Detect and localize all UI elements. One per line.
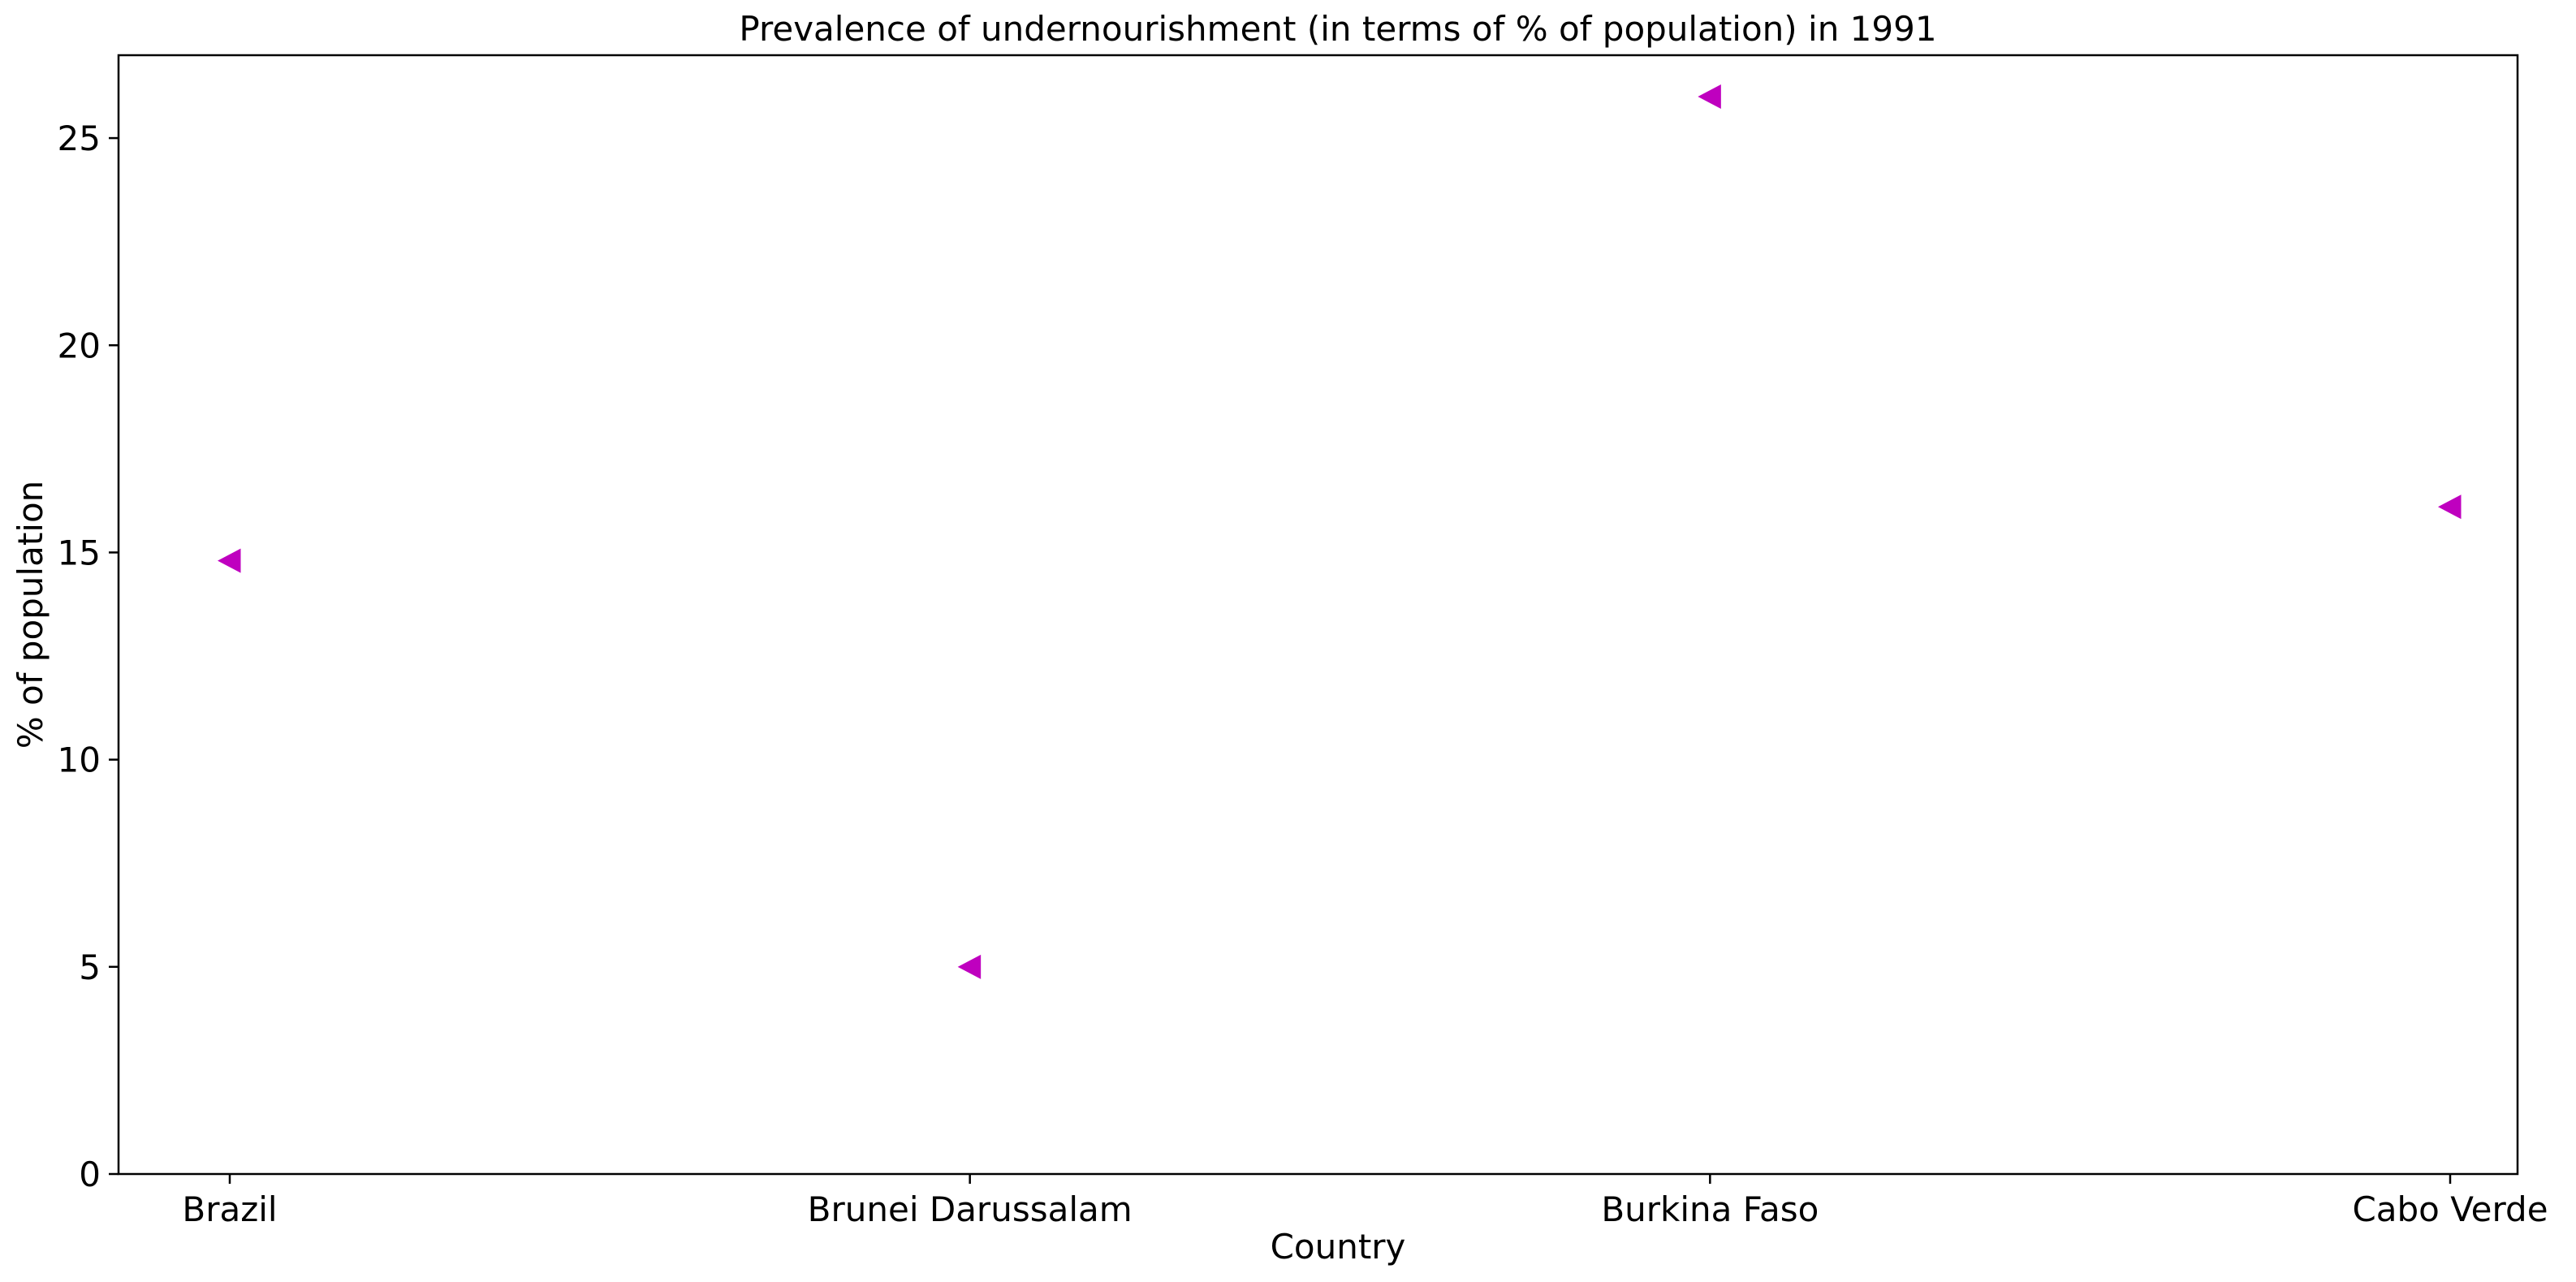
y-tick-label: 15	[58, 533, 101, 572]
data-point	[218, 548, 241, 573]
data-point	[2438, 494, 2462, 520]
y-tick-label: 5	[79, 947, 101, 987]
x-axis-ticks: Brazil Brunei Darussalam Burkina Faso Cabo …	[182, 1174, 2548, 1229]
x-tick-label: Burkina Faso	[1601, 1189, 1819, 1229]
data-points	[218, 84, 2462, 979]
y-axis-label: % of population	[11, 481, 50, 749]
x-tick-label: Cabo Verde	[2352, 1189, 2548, 1229]
data-point	[1698, 84, 1721, 110]
data-point	[957, 954, 982, 979]
x-tick-label: Brunei Darussalam	[808, 1189, 1133, 1229]
x-axis-label: Country	[1271, 1227, 1406, 1267]
plot-frame	[117, 54, 2519, 1176]
y-tick-label: 25	[58, 119, 101, 158]
y-tick-label: 0	[79, 1155, 101, 1194]
y-axis-ticks: 0 5 10 15 20 25	[58, 119, 119, 1194]
x-tick-label: Brazil	[182, 1189, 277, 1229]
y-tick-label: 20	[58, 326, 101, 365]
y-tick-label: 10	[58, 740, 101, 780]
chart-title: Prevalence of undernourishment (in terms…	[739, 9, 1936, 49]
